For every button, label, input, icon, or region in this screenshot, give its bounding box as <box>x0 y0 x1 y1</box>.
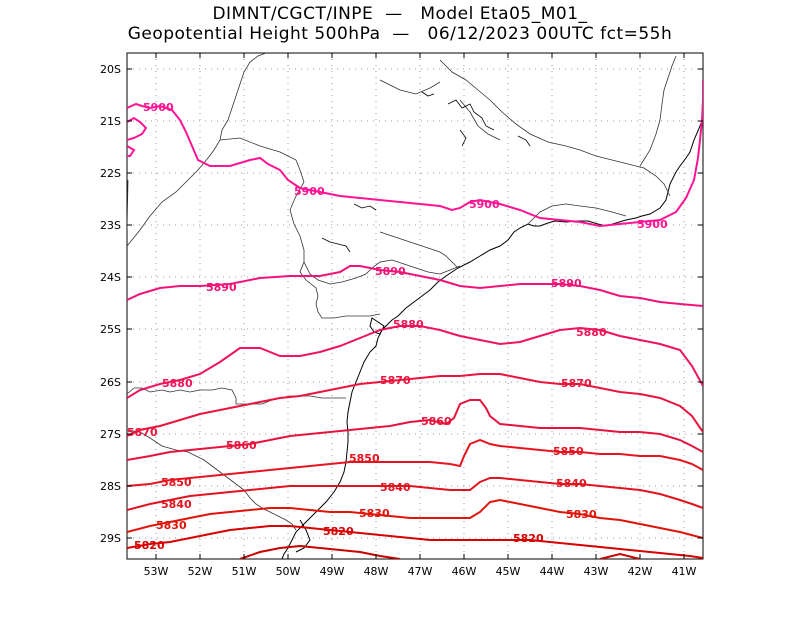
title-line-1: DIMNT/CGCT/INPE — Model Eta05_M01_ <box>212 4 588 24</box>
lon-label: 41W <box>672 565 697 578</box>
lat-label: 21S <box>100 115 121 128</box>
contour-label: 5880 <box>162 377 193 390</box>
contour-label: 5900 <box>143 101 174 114</box>
contour-label: 5870 <box>561 377 592 390</box>
coastline <box>281 117 703 559</box>
lat-label: 23S <box>100 219 121 232</box>
contour-label: 5850 <box>553 445 584 458</box>
map-frame <box>126 52 704 560</box>
lat-label: 25S <box>100 323 121 336</box>
contour-label: 5890 <box>375 265 406 278</box>
contour-5880 <box>127 325 703 399</box>
longitude-labels: 53W 52W 51W 50W 49W 48W 47W 46W 45W 44W … <box>144 565 697 578</box>
contour-label: 5820 <box>323 525 354 538</box>
lon-label: 45W <box>496 565 521 578</box>
contour-5850 <box>127 438 703 487</box>
graticule <box>127 53 703 559</box>
island <box>369 317 385 335</box>
lat-label: 22S <box>100 167 121 180</box>
contour-label: 5890 <box>206 281 237 294</box>
contour-lines <box>127 80 703 559</box>
contour-5900 <box>127 80 703 228</box>
lat-label: 20S <box>100 63 121 76</box>
contour-label: 5840 <box>380 481 411 494</box>
state-borders <box>127 53 677 531</box>
contour-label: 5830 <box>359 507 390 520</box>
contour-5820 <box>127 525 703 559</box>
lon-label: 53W <box>144 565 169 578</box>
lat-label: 24S <box>100 271 121 284</box>
latitude-labels: 20S 21S 22S 23S 24S 25S 26S 27S 28S 29S <box>100 63 121 545</box>
contour-labels: 5900 5900 5900 5900 5890 5890 5890 5880 … <box>127 101 668 552</box>
lat-label: 27S <box>100 428 121 441</box>
lon-label: 51W <box>232 565 257 578</box>
lat-label: 29S <box>100 532 121 545</box>
contour-label: 5880 <box>576 326 607 339</box>
contour-label: 5900 <box>294 185 325 198</box>
contour-label: 5860 <box>421 415 452 428</box>
contour-label: 5830 <box>566 508 597 521</box>
contour-label: 5840 <box>556 477 587 490</box>
contour-label: 5870 <box>380 374 411 387</box>
contour-5900-left <box>127 116 148 157</box>
title-line-2: Geopotential Height 500hPa — 06/12/2023 … <box>127 24 673 44</box>
contour-label: 5870 <box>127 426 158 439</box>
reservoirs <box>321 91 531 253</box>
contour-label: 5850 <box>161 476 192 489</box>
contour-label: 5820 <box>513 532 544 545</box>
lon-label: 50W <box>276 565 301 578</box>
lon-label: 49W <box>320 565 345 578</box>
contour-5810 <box>239 544 641 559</box>
lon-label: 47W <box>408 565 433 578</box>
contour-5860 <box>127 399 703 461</box>
contour-label: 5820 <box>134 539 165 552</box>
contour-5870 <box>127 373 703 437</box>
contour-label: 5890 <box>551 277 582 290</box>
contour-label: 5900 <box>637 218 668 231</box>
lon-label: 44W <box>540 565 565 578</box>
contour-5840 <box>127 477 703 511</box>
contour-label: 5840 <box>161 498 192 511</box>
contour-label: 5860 <box>226 439 257 452</box>
lon-label: 52W <box>188 565 213 578</box>
contour-label: 5850 <box>349 452 380 465</box>
lon-label: 42W <box>628 565 653 578</box>
lon-label: 43W <box>584 565 609 578</box>
contour-label: 5900 <box>469 198 500 211</box>
lon-label: 46W <box>452 565 477 578</box>
contour-5830 <box>127 498 703 539</box>
contour-label: 5830 <box>156 519 187 532</box>
axis-ticks <box>127 53 703 559</box>
lat-label: 28S <box>100 480 121 493</box>
lon-label: 48W <box>364 565 389 578</box>
geography <box>127 53 703 559</box>
contour-label: 5880 <box>393 318 424 331</box>
lat-label: 26S <box>100 376 121 389</box>
contour-5890 <box>127 265 703 307</box>
